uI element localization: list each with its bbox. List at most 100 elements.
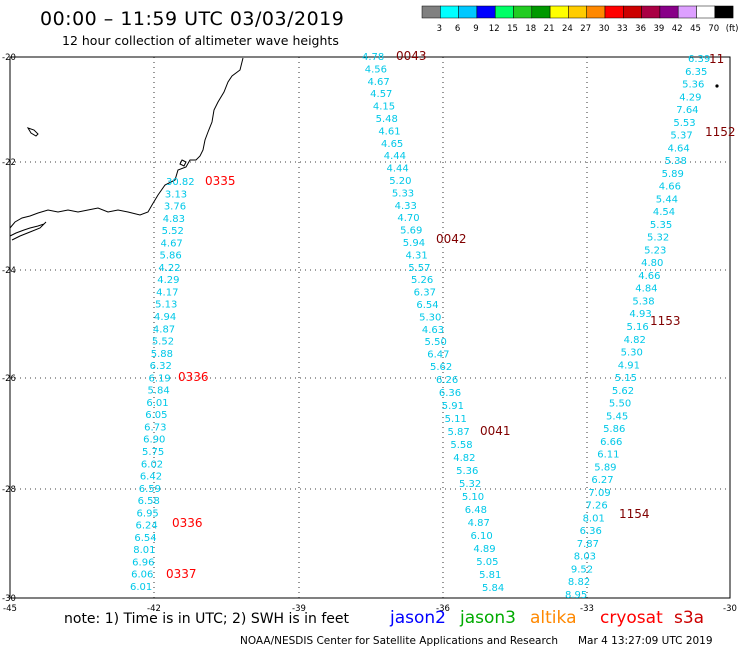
lon-tick-label: -42	[147, 604, 161, 614]
color-scale-tick: 24	[562, 24, 573, 34]
swh-value: 5.10	[462, 492, 484, 503]
swh-value: 7.26	[586, 501, 608, 512]
swh-value: 4.82	[453, 453, 475, 464]
swh-value: 6.39	[688, 54, 710, 65]
swh-value: 5.20	[389, 176, 411, 187]
swh-value: 5.26	[411, 275, 433, 286]
coastline	[9, 57, 244, 241]
swh-value: 6.96	[132, 557, 154, 568]
color-scale-tick: 18	[525, 24, 536, 34]
swh-value: 8.82	[568, 577, 590, 588]
swh-value: 6.47	[427, 350, 449, 361]
swh-value: 5.33	[392, 188, 414, 199]
swh-value: 5.36	[456, 466, 478, 477]
swh-value: 5.62	[612, 386, 634, 397]
color-scale-tick: 39	[653, 24, 664, 34]
legend-cryosat: cryosat	[600, 608, 663, 628]
swh-value: 5.89	[594, 462, 616, 473]
swh-value: 4.78	[362, 52, 384, 63]
lat-tick-label: -22	[2, 158, 16, 168]
swh-value: 4.65	[381, 139, 403, 150]
swh-value: 6.06	[131, 570, 153, 581]
swh-value: 5.86	[603, 424, 625, 435]
footer-note: note: 1) Time is in UTC; 2) SWH is in fe…	[64, 611, 350, 627]
swh-value: 4.54	[653, 207, 675, 218]
color-scale-tick: 36	[635, 24, 646, 34]
swh-value: 6.01	[146, 398, 168, 409]
pass-time-label: 0043	[396, 49, 427, 63]
color-scale-tick: 12	[489, 24, 500, 34]
swh-value: 8.01	[133, 545, 155, 556]
swh-value: 5.84	[482, 583, 504, 594]
swh-value: 4.87	[153, 324, 175, 335]
swh-value: 6.42	[140, 472, 162, 483]
altimeter-tracks: 30.823.133.764.835.524.675.864.224.294.1…	[130, 52, 710, 601]
legend-jason3: jason3	[460, 608, 516, 628]
swh-value: 5.44	[656, 194, 678, 205]
swh-value: 5.75	[142, 447, 164, 458]
swh-value: 6.05	[145, 410, 167, 421]
swh-value: 6.01	[130, 582, 152, 593]
legend-s3a: s3a	[674, 608, 705, 628]
color-scale-tick: 15	[507, 24, 518, 34]
swh-value: 5.88	[151, 349, 173, 360]
swh-value: 5.05	[476, 557, 498, 568]
lon-tick-label: -39	[292, 604, 306, 614]
swh-value: 5.37	[670, 131, 692, 142]
swh-value: 6.19	[149, 373, 171, 384]
color-scale-tick: 33	[617, 24, 628, 34]
swh-value: 5.91	[442, 401, 464, 412]
pass-time-label: 0337	[166, 567, 197, 581]
swh-value: 4.80	[641, 258, 663, 269]
swh-value: 6.95	[137, 508, 159, 519]
swh-value: 6.54	[134, 533, 156, 544]
swh-value: 6.73	[144, 422, 166, 433]
swh-value: 4.29	[157, 275, 179, 286]
color-scale-tick: 6	[455, 24, 460, 34]
swh-value: 4.15	[373, 102, 395, 113]
swh-value: 4.44	[384, 151, 406, 162]
swh-value: 6.27	[591, 475, 613, 486]
credit-line: NOAA/NESDIS Center for Satellite Applica…	[240, 635, 558, 647]
pass-time-labels: 0043 0042 0041 0335 0336 0336 0337 1152 1153 1154…	[166, 49, 736, 581]
pass-time-label: 0042	[436, 232, 467, 246]
swh-value: 5.50	[609, 399, 631, 410]
swh-value: 4.63	[422, 325, 444, 336]
swh-value: 6.10	[471, 531, 493, 542]
swh-value: 7.09	[588, 488, 610, 499]
swh-value: 5.58	[450, 440, 472, 451]
swh-value: 5.94	[403, 238, 425, 249]
swh-value: 4.89	[473, 544, 495, 555]
swh-value: 6.58	[138, 496, 160, 507]
color-scale-tick: 3	[437, 24, 442, 34]
pass-time-label: 11	[709, 52, 724, 66]
swh-value: 4.44	[386, 164, 408, 175]
data-dot	[715, 84, 719, 88]
swh-value: 4.87	[468, 518, 490, 529]
swh-value: 30.82	[166, 177, 195, 188]
swh-value: 5.38	[665, 156, 687, 167]
swh-value: 4.70	[397, 213, 419, 224]
swh-value: 4.82	[624, 335, 646, 346]
swh-value: 8.01	[583, 513, 605, 524]
swh-value: 4.84	[635, 284, 657, 295]
swh-value: 5.32	[459, 479, 481, 490]
swh-value: 5.89	[662, 169, 684, 180]
legend-altika: altika	[530, 608, 577, 628]
swh-value: 5.32	[647, 233, 669, 244]
swh-value: 5.11	[445, 414, 467, 425]
swh-value: 6.59	[139, 484, 161, 495]
pass-time-label: 0041	[480, 424, 511, 438]
lat-tick-label: -30	[2, 594, 16, 604]
swh-value: 5.62	[430, 362, 452, 373]
swh-value: 5.45	[606, 411, 628, 422]
swh-value: 4.64	[668, 143, 690, 154]
map-grid: -45 -42 -39 -36 -33 -30 -20 -22 -24 -26 -28 -30	[2, 53, 737, 614]
swh-value: 5.36	[682, 80, 704, 91]
swh-value: 6.66	[600, 437, 622, 448]
swh-value: 5.53	[673, 118, 695, 129]
swh-value: 6.48	[465, 505, 487, 516]
swh-value: 3.13	[165, 189, 187, 200]
swh-value: 4.91	[618, 360, 640, 371]
swh-value: 5.13	[155, 300, 177, 311]
